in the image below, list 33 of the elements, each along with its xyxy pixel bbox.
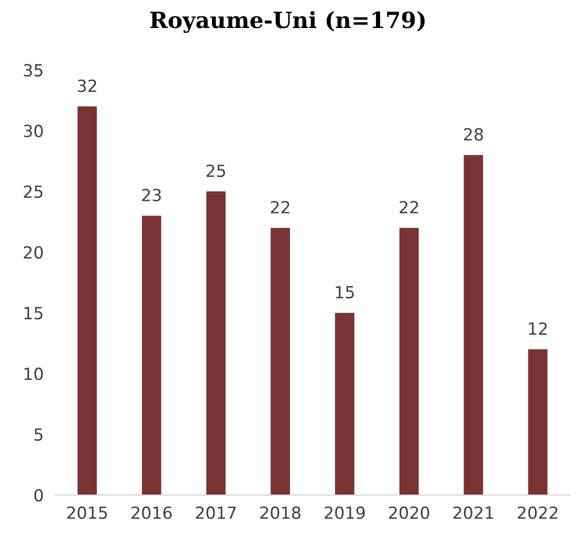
bar	[78, 106, 97, 495]
bar	[528, 349, 548, 495]
y-tick-label: 10	[24, 368, 43, 380]
chart-title: Royaume-Uni (n=179)	[150, 11, 425, 33]
data-label: 15	[336, 286, 354, 299]
y-tick-label: 0	[34, 488, 43, 502]
bar	[335, 312, 354, 495]
data-label: 25	[206, 164, 226, 178]
data-label: 23	[142, 188, 161, 202]
bar	[464, 155, 484, 495]
data-label: 12	[529, 322, 547, 335]
data-label: 32	[78, 79, 96, 92]
y-tick-label: 20	[24, 246, 43, 259]
data-label: 28	[464, 128, 483, 141]
x-tick-label: 2016	[132, 506, 172, 520]
x-tick-label: 2015	[67, 506, 107, 520]
y-tick-label: 30	[24, 124, 43, 138]
bar	[399, 228, 419, 495]
x-tick-label: 2018	[260, 506, 300, 520]
y-tick-label: 15	[24, 307, 42, 320]
bar	[206, 191, 226, 495]
data-label: 22	[400, 200, 418, 214]
x-tick-label: 2020	[389, 506, 430, 520]
y-tick-label: 25	[24, 185, 42, 198]
x-tick-label: 2017	[196, 506, 236, 520]
x-tick-label: 2022	[518, 506, 558, 520]
bar	[270, 228, 290, 495]
x-tick-label: 2021	[453, 506, 494, 520]
y-tick-label: 5	[34, 428, 42, 441]
data-label: 22	[270, 200, 290, 214]
x-tick-label: 2019	[324, 506, 365, 520]
bar	[142, 216, 162, 495]
y-tick-label: 35	[24, 64, 42, 77]
